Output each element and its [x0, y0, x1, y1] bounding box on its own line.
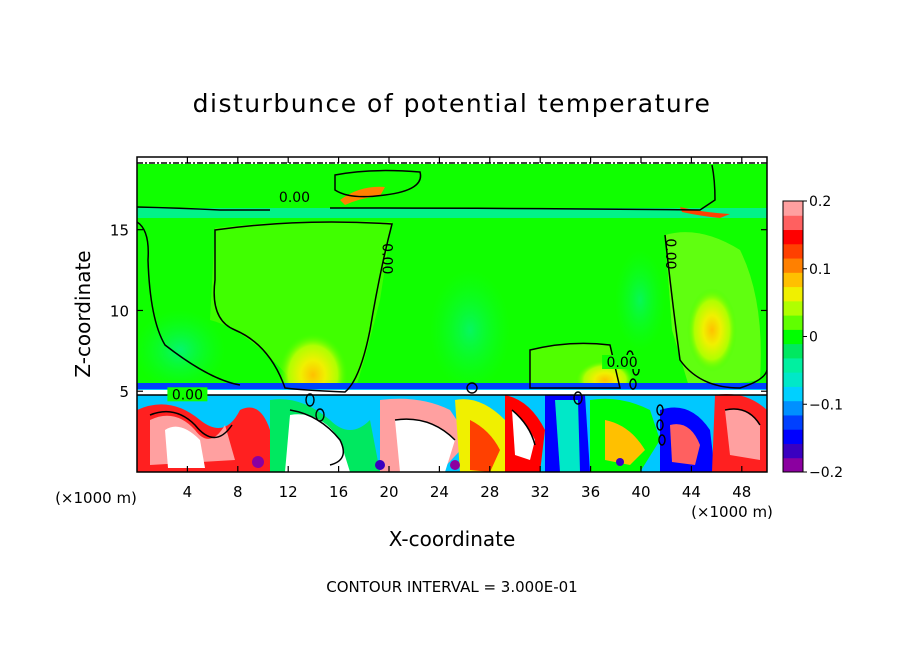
cool-tint-3 [615, 250, 665, 350]
contour-label: 0.00 [279, 190, 310, 206]
contour-label: 0.00 [662, 238, 678, 269]
x-tick-label: 28 [480, 483, 499, 501]
x-tick-label: 32 [531, 483, 550, 501]
contour-lines [137, 164, 767, 466]
x-tick-label: 44 [682, 483, 701, 501]
contour-label-bg [602, 355, 643, 369]
warm-blob-3 [687, 288, 737, 372]
y-axis-title: Z-coordinate [71, 250, 95, 377]
colorbar-segment [783, 429, 803, 444]
x-tick-label: 24 [430, 483, 449, 501]
colorbar-segment [783, 300, 803, 316]
colorbar-segment [783, 443, 803, 459]
colorbar-segment [783, 315, 803, 330]
colorbar-segment [783, 357, 803, 373]
contour-label-bg [167, 387, 208, 402]
colorbar [783, 201, 803, 473]
plot-frame [136, 156, 768, 473]
x-unit-label-left: (×1000 m) [55, 489, 137, 507]
colorbar-segment [783, 457, 803, 473]
contour-label: 0.00 [172, 387, 203, 403]
colorbar-segment [783, 229, 803, 245]
colorbar-segment [783, 201, 803, 216]
colorbar-segment [783, 343, 803, 359]
colorbar-tick-label: 0.2 [809, 194, 831, 210]
x-tick-label: 8 [233, 483, 243, 501]
x-axis-title: X-coordinate [389, 527, 516, 551]
colorbar-segment [783, 258, 803, 273]
colorbar-ticks: 0.2 0.1 0 −0.1 −0.2 [803, 194, 843, 481]
colorbar-segment [783, 286, 803, 302]
contour-labels: 0.00 0.00 0.00 0.00 0.00 [167, 190, 678, 403]
colorbar-tick-label: −0.2 [809, 465, 843, 481]
lower-turbulent-layer [137, 383, 767, 472]
contour-label: 0.00 [379, 243, 395, 274]
plot-area [137, 157, 767, 472]
field-stripe [137, 208, 767, 218]
x-tick-label: 16 [329, 483, 348, 501]
colorbar-segment [783, 414, 803, 430]
field-region-mid [210, 220, 392, 390]
colorbar-segment [783, 215, 803, 231]
x-tick-label: 48 [732, 483, 751, 501]
x-tick-label: 36 [581, 483, 600, 501]
x-tick-label: 4 [183, 483, 193, 501]
x-unit-label-right: (×1000 m) [691, 503, 773, 521]
colorbar-segment [783, 400, 803, 416]
chart-title: disturbunce of potential temperature [193, 89, 712, 118]
y-tick-label: 5 [119, 383, 129, 401]
small-contours [305, 350, 666, 446]
colorbar-tick-label: 0 [809, 330, 818, 346]
colorbar-segment [783, 372, 803, 387]
cool-tint-2 [137, 310, 225, 390]
colorbar-segment [783, 272, 803, 288]
colorbar-segment [783, 243, 803, 259]
colorbar-segment [783, 386, 803, 402]
contour-interval-note: CONTOUR INTERVAL = 3.000E-01 [326, 578, 577, 596]
y-axis: 5 10 15 [110, 222, 767, 401]
x-axis: 4 8 12 16 20 24 28 32 36 40 44 48 [183, 157, 751, 501]
y-tick-label: 10 [110, 302, 129, 320]
top-boundary [137, 157, 767, 164]
colorbar-tick-label: 0.1 [809, 262, 831, 278]
upper-feature-1 [340, 186, 385, 205]
cool-tint-1 [430, 270, 510, 390]
x-tick-label: 12 [279, 483, 298, 501]
colorbar-segment [783, 329, 803, 345]
contour-label: 0.00 [607, 355, 638, 371]
contour-label-bg [274, 190, 315, 205]
x-tick-label: 20 [379, 483, 398, 501]
y-tick-label: 15 [110, 222, 129, 240]
colorbar-tick-label: −0.1 [809, 397, 843, 413]
x-tick-label: 40 [631, 483, 650, 501]
